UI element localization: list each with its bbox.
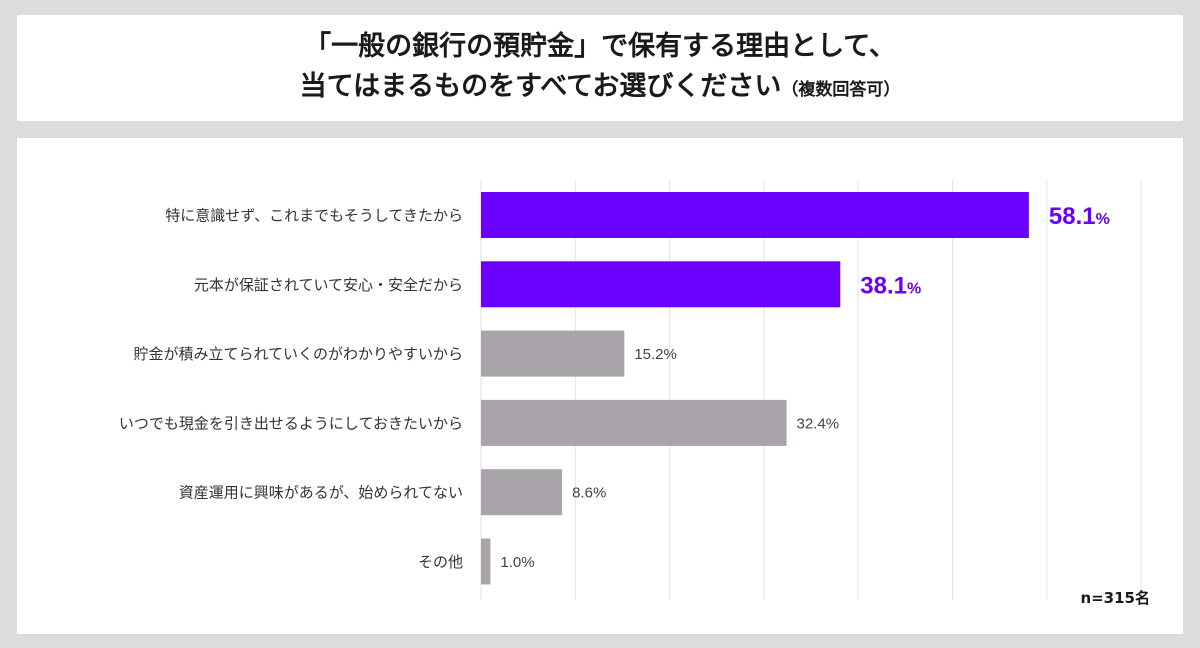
category-label: その他 xyxy=(418,553,463,571)
chart-title-line-2-text: 当てはまるものをすべてお選びください xyxy=(299,70,782,102)
bar xyxy=(481,330,625,377)
category-label: 特に意識せず、これまでもそうしてきたから xyxy=(165,207,463,225)
bar-chart: 特に意識せず、これまでもそうしてきたから 58.1% 元本が保証されていて安心・安全… xyxy=(119,180,1142,600)
data-label: 15.2% xyxy=(634,346,677,363)
bar xyxy=(481,399,787,446)
bar xyxy=(481,538,491,585)
chart-title-line-1: 「一般の銀行の預貯金」で保有する理由として、 xyxy=(304,30,896,62)
bar-highlighted xyxy=(481,192,1029,238)
data-label: 8.6% xyxy=(572,485,606,502)
bar xyxy=(481,469,563,516)
category-label: 元本が保証されていて安心・安全だから xyxy=(194,276,463,294)
category-label: いつでも現金を引き出せるようにしておきたいから xyxy=(119,414,463,432)
category-label: 貯金が積み立てられていくのがわかりやすいから xyxy=(133,345,463,363)
data-label-percent-sign: % xyxy=(907,280,921,297)
data-label-percent-sign: % xyxy=(1096,211,1110,228)
data-label-highlighted: 58.1% xyxy=(1049,203,1110,230)
chart-title-line-2: 当てはまるものをすべてお選びください（複数回答可） xyxy=(300,67,901,110)
grid-lines xyxy=(574,180,1142,600)
data-label: 32.4% xyxy=(797,415,840,432)
chart-title-panel: 「一般の銀行の預貯金」で保有する理由として、 当てはまるものをすべてお選びくださ… xyxy=(17,15,1183,121)
category-label: 資産運用に興味があるが、始められてない xyxy=(179,484,463,502)
chart-title-note: （複数回答可） xyxy=(781,79,901,100)
data-label-highlighted: 38.1% xyxy=(860,272,921,299)
chart-panel: 特に意識せず、これまでもそうしてきたから 58.1% 元本が保証されていて安心・安全… xyxy=(17,138,1183,634)
data-label: 1.0% xyxy=(500,554,534,571)
sample-size-label: n=315名 xyxy=(1080,589,1150,607)
bar-highlighted xyxy=(481,261,841,308)
